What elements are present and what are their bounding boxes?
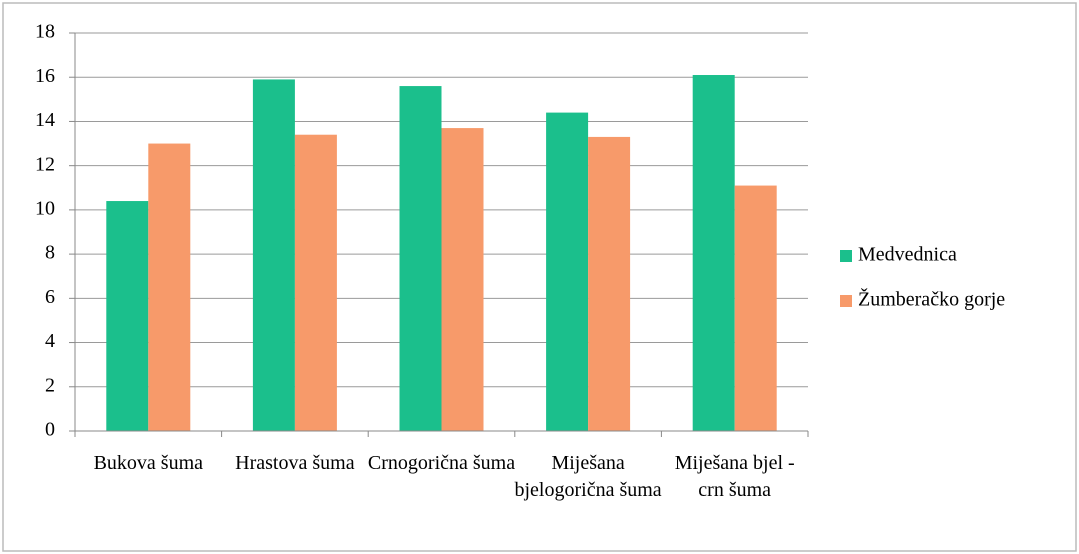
bar: [692, 75, 735, 431]
bar: [252, 79, 295, 431]
y-tick-label: 0: [45, 419, 55, 441]
y-tick-label: 12: [35, 153, 55, 175]
y-tick-label: 14: [35, 109, 55, 131]
x-tick-label: Bukova šuma: [93, 452, 204, 474]
bar: [546, 112, 589, 431]
y-tick-label: 8: [45, 242, 55, 264]
y-tick-label: 18: [35, 21, 55, 43]
y-tick-label: 2: [45, 374, 55, 396]
legend-swatch: [840, 295, 852, 307]
y-tick-label: 16: [35, 65, 55, 87]
bar: [441, 128, 484, 432]
bar: [148, 143, 191, 432]
bar: [588, 136, 631, 431]
x-tick-label: Hrastova šuma: [235, 452, 355, 474]
y-tick-label: 10: [35, 197, 55, 219]
legend-label: Medvednica: [858, 244, 957, 266]
x-tick-label: Crnogorična šuma: [367, 452, 516, 474]
bar: [294, 134, 337, 431]
bar: [399, 86, 442, 432]
bar: [106, 201, 149, 431]
y-tick-label: 6: [45, 286, 55, 308]
legend-label: Žumberačko gorje: [858, 288, 1005, 311]
y-tick-label: 4: [45, 330, 55, 352]
x-tick-label: Miješana bjelogorična šuma: [514, 452, 662, 501]
bar: [734, 185, 777, 431]
x-tick-label: Miješana bjel - crn šuma: [674, 452, 795, 501]
legend-swatch: [840, 250, 852, 262]
